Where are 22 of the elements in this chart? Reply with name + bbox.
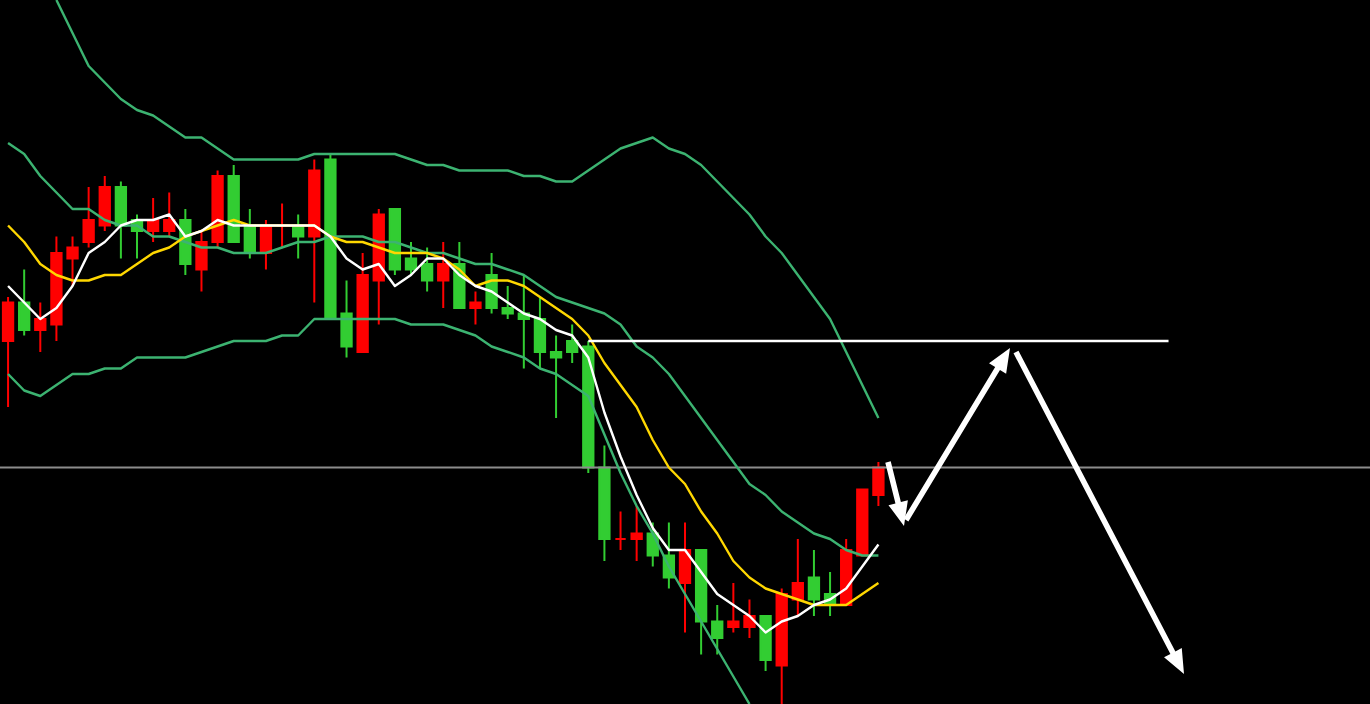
candlestick — [18, 268, 31, 337]
candlestick — [98, 175, 111, 232]
candlestick — [759, 615, 772, 672]
candlestick — [791, 538, 804, 617]
candlestick — [630, 505, 643, 562]
candlestick — [501, 285, 514, 320]
candlestick — [469, 290, 482, 326]
candlestick — [420, 246, 434, 293]
candlestick — [114, 180, 128, 260]
candlestick — [807, 549, 821, 617]
candlestick — [533, 296, 547, 370]
candlestick — [549, 334, 563, 419]
candlestick — [1, 296, 15, 408]
candlestick — [163, 191, 176, 238]
candlestick — [711, 604, 724, 656]
candlestick — [404, 241, 418, 276]
candlestick — [614, 510, 627, 551]
candlestick — [872, 461, 885, 507]
candlestick — [34, 301, 47, 353]
candlestick — [566, 323, 579, 364]
candlestick — [437, 241, 450, 309]
candlestick — [82, 186, 95, 249]
